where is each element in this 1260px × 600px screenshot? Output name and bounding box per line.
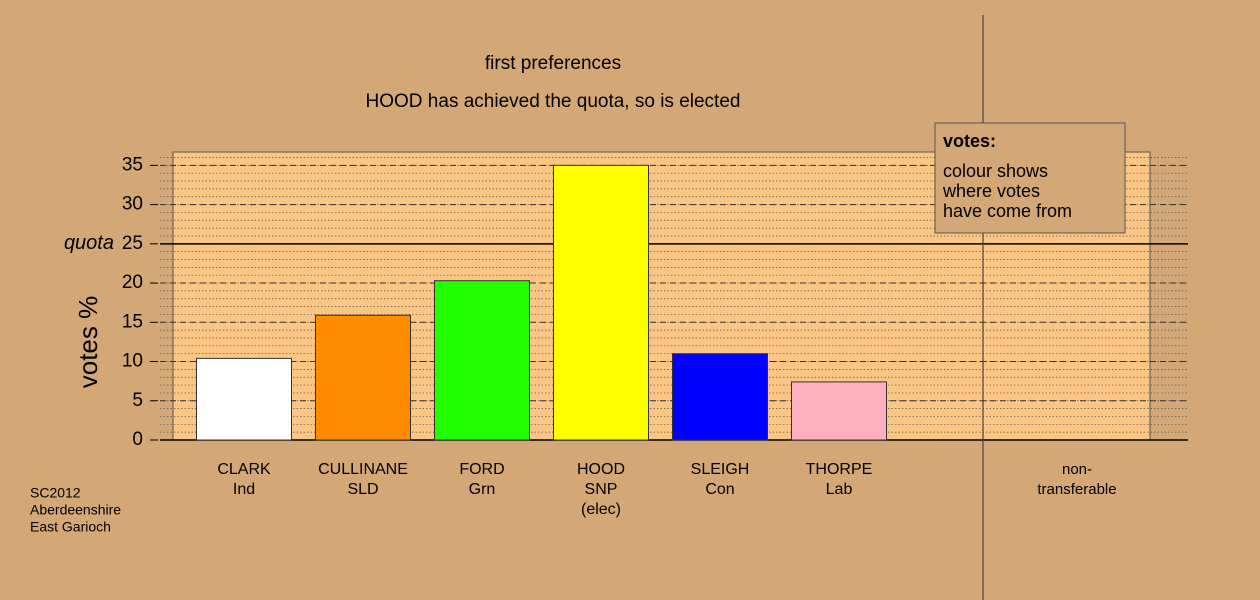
x-tick-label: FORD <box>459 461 504 478</box>
legend-title: votes: <box>943 131 996 151</box>
legend-text: colour shows <box>943 161 1048 181</box>
y-tick-label: 10 <box>122 351 143 372</box>
x-tick-label: HOOD <box>577 461 625 478</box>
bar <box>434 280 530 441</box>
x-tick-label: SNP <box>585 481 618 498</box>
y-tick-label: 15 <box>122 311 143 332</box>
footnote: Aberdeenshire <box>30 502 121 518</box>
y-tick-label: 5 <box>132 390 143 411</box>
footnote: East Garioch <box>30 519 111 535</box>
x-tick-label: CLARK <box>217 461 271 478</box>
y-axis-label: votes % <box>73 296 103 389</box>
bar <box>315 314 411 441</box>
legend-text: have come from <box>943 201 1072 221</box>
y-tick-label: 35 <box>122 154 143 175</box>
bar <box>196 357 292 441</box>
footnote: SC2012 <box>30 485 81 501</box>
quota-label: quota <box>64 232 114 254</box>
chart-title: first preferences <box>485 53 621 74</box>
x-tick-label: Lab <box>826 481 853 498</box>
x-tick-label: (elec) <box>581 501 621 518</box>
x-tick-label: SLEIGH <box>691 461 750 478</box>
x-tick-label: transferable <box>1037 481 1116 498</box>
bar <box>553 164 649 441</box>
x-tick-label: Con <box>705 481 734 498</box>
x-tick-label: Ind <box>233 481 255 498</box>
x-tick-label: CULLINANE <box>318 461 408 478</box>
bar <box>672 353 768 441</box>
legend-box <box>934 122 1126 234</box>
y-tick-label: 25 <box>122 233 143 254</box>
legend-text: where votes <box>942 181 1040 201</box>
x-tick-label: THORPE <box>806 461 873 478</box>
x-tick-label: SLD <box>347 481 378 498</box>
chart-subtitle: HOOD has achieved the quota, so is elect… <box>366 91 741 112</box>
y-tick-label: 30 <box>122 194 143 215</box>
y-tick-label: 0 <box>132 429 143 450</box>
x-tick-label: Grn <box>469 481 496 498</box>
x-tick-label: non- <box>1062 461 1092 478</box>
y-tick-label: 20 <box>122 272 143 293</box>
bar <box>791 381 887 441</box>
